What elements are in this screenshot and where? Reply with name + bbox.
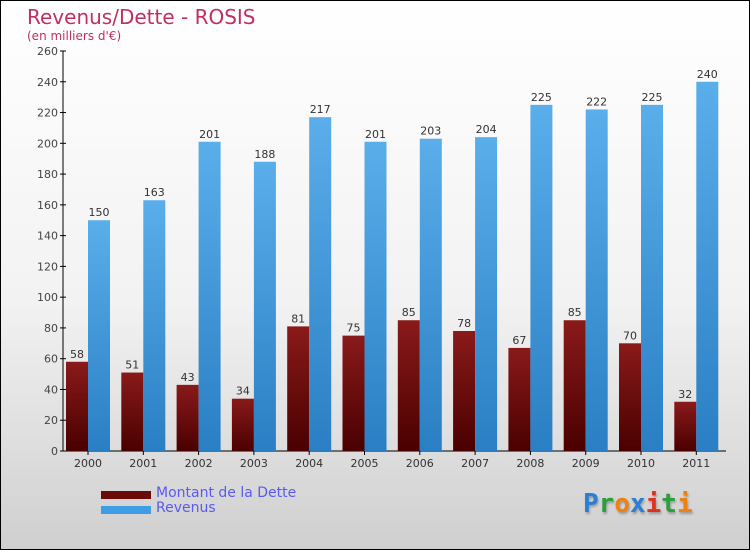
revenue-bar bbox=[419, 138, 442, 451]
logo-letter: P bbox=[583, 489, 599, 519]
y-tick-label: 160 bbox=[37, 199, 58, 212]
revenue-bar bbox=[585, 109, 608, 451]
debt-bar bbox=[231, 398, 254, 451]
x-tick-label: 2000 bbox=[74, 457, 102, 470]
revenue-value-label: 188 bbox=[254, 148, 275, 161]
chart-subtitle: (en milliers d'€) bbox=[27, 29, 122, 43]
x-tick-label: 2011 bbox=[682, 457, 710, 470]
x-tick-label: 2005 bbox=[351, 457, 379, 470]
logo-letter: r bbox=[598, 489, 615, 519]
debt-bar bbox=[508, 347, 531, 451]
legend-swatch-debt bbox=[101, 491, 151, 499]
legend-label-debt: Montant de la Dette bbox=[156, 485, 297, 501]
debt-value-label: 75 bbox=[347, 322, 361, 335]
x-tick-label: 2009 bbox=[572, 457, 600, 470]
debt-bar bbox=[453, 331, 476, 451]
debt-bar bbox=[121, 372, 144, 451]
revenue-value-label: 240 bbox=[697, 68, 718, 81]
y-tick-label: 20 bbox=[44, 414, 58, 427]
revenue-value-label: 201 bbox=[365, 128, 386, 141]
x-tick-label: 2003 bbox=[240, 457, 268, 470]
revenue-value-label: 204 bbox=[476, 123, 497, 136]
y-tick-label: 80 bbox=[44, 322, 58, 335]
x-tick-label: 2006 bbox=[406, 457, 434, 470]
logo-letter: i bbox=[676, 489, 693, 519]
revenue-bar bbox=[253, 161, 276, 451]
proxiti-logo: Proxiti bbox=[583, 489, 693, 519]
debt-value-label: 34 bbox=[236, 385, 250, 398]
x-tick-label: 2008 bbox=[516, 457, 544, 470]
debt-value-label: 51 bbox=[125, 359, 139, 372]
debt-bar bbox=[619, 343, 641, 451]
logo-letter: x bbox=[629, 489, 646, 519]
revenue-bar bbox=[143, 200, 166, 451]
y-tick-label: 180 bbox=[37, 168, 58, 181]
logo-letter: i bbox=[645, 489, 662, 519]
revenue-value-label: 203 bbox=[420, 125, 441, 138]
y-tick-label: 60 bbox=[44, 353, 58, 366]
revenue-value-label: 201 bbox=[199, 128, 220, 141]
debt-bar bbox=[397, 320, 420, 451]
x-tick-label: 2001 bbox=[129, 457, 157, 470]
y-tick-label: 260 bbox=[37, 45, 58, 58]
debt-bar bbox=[342, 335, 365, 451]
y-tick-label: 140 bbox=[37, 230, 58, 243]
y-tick-label: 200 bbox=[37, 137, 58, 150]
revenue-value-label: 163 bbox=[144, 186, 165, 199]
revenue-bar bbox=[198, 141, 221, 451]
debt-value-label: 43 bbox=[181, 371, 195, 384]
debt-bar bbox=[287, 326, 310, 451]
revenue-value-label: 225 bbox=[531, 91, 552, 104]
y-tick-label: 100 bbox=[37, 291, 58, 304]
revenue-value-label: 150 bbox=[89, 206, 110, 219]
debt-bar bbox=[66, 361, 88, 451]
debt-value-label: 70 bbox=[623, 329, 637, 342]
y-tick-label: 240 bbox=[37, 76, 58, 89]
revenue-bar bbox=[475, 137, 498, 451]
x-tick-label: 2002 bbox=[185, 457, 213, 470]
y-tick-label: 120 bbox=[37, 260, 58, 273]
y-tick-label: 0 bbox=[51, 445, 58, 458]
revenue-value-label: 217 bbox=[310, 103, 331, 116]
debt-value-label: 81 bbox=[291, 312, 305, 325]
debt-value-label: 85 bbox=[402, 306, 416, 319]
x-tick-label: 2007 bbox=[461, 457, 489, 470]
debt-bar bbox=[176, 384, 199, 451]
debt-bar bbox=[563, 320, 586, 451]
debt-value-label: 58 bbox=[70, 348, 84, 361]
x-tick-label: 2010 bbox=[627, 457, 655, 470]
revenue-bar bbox=[364, 141, 387, 451]
x-tick-label: 2004 bbox=[295, 457, 323, 470]
debt-bar bbox=[674, 401, 697, 451]
revenue-value-label: 225 bbox=[642, 91, 663, 104]
revenue-bar bbox=[530, 104, 553, 451]
y-tick-label: 40 bbox=[44, 383, 58, 396]
debt-value-label: 67 bbox=[512, 334, 526, 347]
revenue-bar bbox=[309, 117, 332, 452]
revenue-bar bbox=[696, 81, 719, 452]
y-tick-label: 220 bbox=[37, 107, 58, 120]
logo-letter: t bbox=[661, 489, 677, 519]
legend-swatch-revenue bbox=[101, 506, 151, 514]
logo-letter: o bbox=[614, 489, 630, 519]
revenue-value-label: 222 bbox=[586, 95, 607, 108]
debt-value-label: 78 bbox=[457, 317, 471, 330]
debt-value-label: 32 bbox=[678, 388, 692, 401]
revenue-bar bbox=[88, 220, 110, 451]
chart-title: Revenus/Dette - ROSIS bbox=[27, 5, 256, 29]
debt-value-label: 85 bbox=[568, 306, 582, 319]
legend-label-revenue: Revenus bbox=[156, 500, 216, 516]
revenue-bar bbox=[641, 104, 663, 451]
